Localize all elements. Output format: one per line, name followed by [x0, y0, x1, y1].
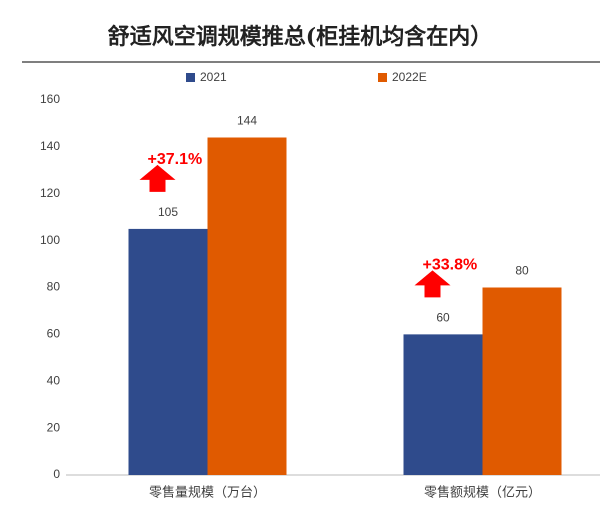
y-tick-label: 160: [40, 92, 60, 106]
legend-label: 2021: [200, 70, 227, 84]
y-tick-label: 140: [40, 139, 60, 153]
bar: [207, 137, 287, 475]
y-tick-label: 100: [40, 233, 60, 247]
y-tick-label: 0: [53, 467, 60, 481]
annotation: +33.8%: [423, 257, 478, 274]
annotation-arrow: [414, 270, 451, 298]
y-tick-label: 60: [47, 327, 61, 341]
annotation-arrow: [139, 164, 176, 192]
bar: [482, 287, 562, 475]
legend-label: 2022E: [392, 70, 427, 84]
value-label: 144: [237, 114, 257, 128]
y-tick-label: 20: [47, 420, 61, 434]
y-tick-label: 80: [47, 280, 61, 294]
x-tick-label: 零售额规模（亿元）: [424, 484, 541, 499]
value-label: 105: [158, 205, 178, 219]
chart-title: 舒适风空调规模推总(柜挂机均含在内）: [108, 24, 492, 50]
legend-swatch: [378, 73, 387, 82]
value-label: 60: [436, 311, 450, 325]
bar: [403, 334, 483, 475]
legend-swatch: [186, 73, 195, 82]
bar: [128, 228, 208, 475]
y-tick-label: 40: [47, 373, 61, 387]
x-tick-label: 零售量规模（万台）: [149, 484, 266, 499]
value-label: 80: [515, 264, 529, 278]
y-tick-label: 120: [40, 186, 60, 200]
annotation: +37.1%: [148, 151, 203, 168]
